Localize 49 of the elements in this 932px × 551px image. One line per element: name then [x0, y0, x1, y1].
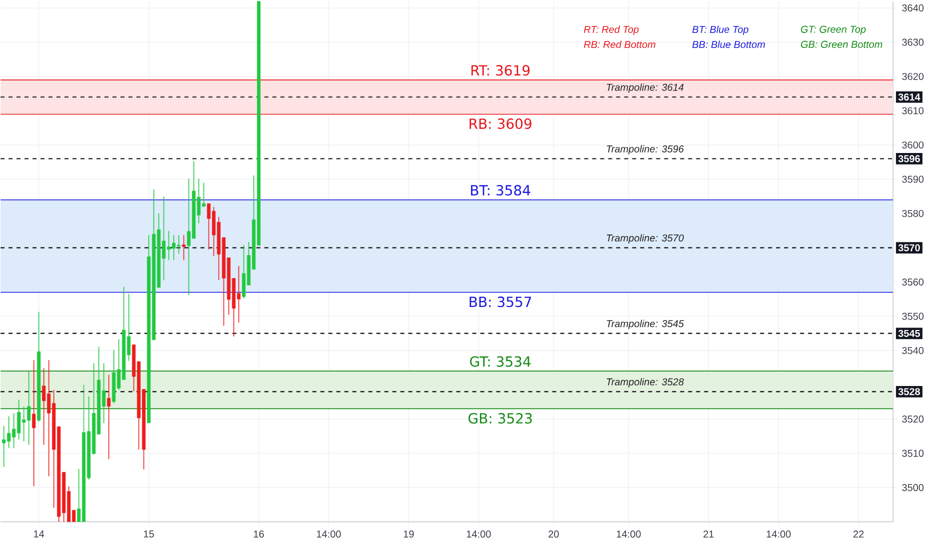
- ref-line-label: RT: 3619: [471, 65, 530, 76]
- x-tick-label: 22: [853, 530, 864, 538]
- annotation: RB: Red Bottom: [584, 40, 656, 48]
- x-tick-label: 15: [144, 530, 154, 538]
- ref-line-label: Trampoline: 3614: [606, 84, 684, 93]
- annotation: 3614: [898, 94, 920, 101]
- annotation: 3596: [898, 155, 920, 162]
- x-tick-label: 20: [548, 530, 559, 538]
- annotation: 3545: [898, 330, 920, 338]
- x-tick-label: 14:00: [766, 530, 791, 538]
- y-tick-label: 3590: [902, 176, 924, 183]
- annotation: 3528: [898, 388, 920, 396]
- ref-line-label: Trampoline: 3596: [606, 145, 684, 155]
- candlestick: [182, 234, 186, 261]
- y-tick-label: 3520: [902, 416, 924, 423]
- y-tick-label: 3580: [902, 210, 924, 218]
- x-tick-label: 16: [254, 530, 264, 538]
- annotation: GB: Green Bottom: [800, 40, 882, 48]
- annotation: GT: Green Top: [800, 26, 866, 35]
- annotation: 3570: [898, 244, 920, 252]
- y-tick-label: 3620: [902, 73, 924, 80]
- ref-line-label: Trampoline: 3528: [606, 378, 684, 388]
- y-tick-label: 3610: [902, 107, 924, 114]
- candlestick: [107, 374, 111, 460]
- y-tick-label: 3630: [902, 38, 924, 46]
- annotation: BB: Blue Bottom: [692, 40, 765, 48]
- annotation: BT: Blue Top: [692, 26, 748, 36]
- y-tick-label: 3560: [902, 278, 924, 286]
- x-tick-label: 14: [34, 530, 44, 538]
- x-tick-label: 14:00: [316, 530, 341, 538]
- x-tick-label: 14:00: [466, 530, 491, 538]
- y-tick-label: 3550: [902, 312, 924, 320]
- x-tick-label: 14:00: [616, 530, 641, 538]
- x-tick-label: 21: [704, 530, 714, 538]
- y-tick-label: 3540: [902, 347, 924, 354]
- ref-line-label: BB: 3557: [470, 296, 532, 308]
- y-tick-label: 3510: [902, 450, 924, 457]
- ref-line-label: Trampoline: 3545: [606, 320, 684, 330]
- y-tick-label: 3500: [902, 484, 924, 492]
- y-tick-label: 3600: [902, 142, 924, 149]
- x-tick-label: 19: [404, 530, 414, 538]
- annotation: RT: Red Top: [584, 26, 639, 36]
- y-tick-label: 3640: [902, 4, 924, 12]
- ref-line-label: BT: 3584: [471, 185, 530, 196]
- ref-line-label: GT: 3534: [470, 356, 531, 367]
- ref-line-label: GB: 3523: [468, 413, 532, 424]
- ref-line-label: Trampoline: 3570: [606, 234, 684, 244]
- candlestick: [32, 360, 36, 487]
- ref-line-label: RB: 3609: [470, 118, 532, 130]
